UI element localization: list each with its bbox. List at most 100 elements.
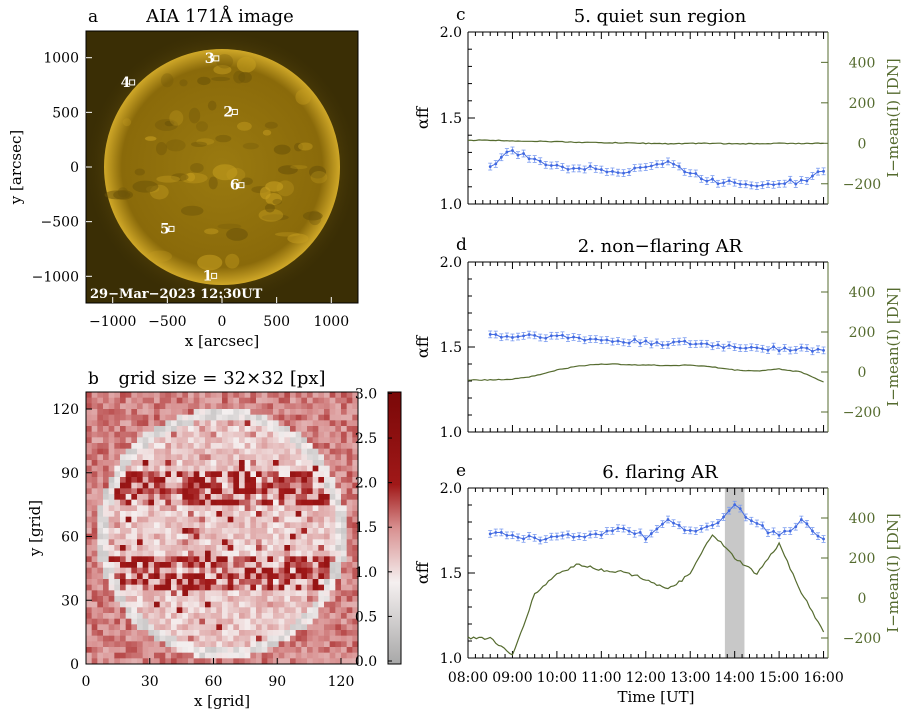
grid-cell bbox=[307, 607, 313, 614]
grid-cell bbox=[273, 488, 279, 495]
grid-cell bbox=[290, 658, 296, 665]
grid-cell bbox=[312, 448, 319, 455]
grid-cell bbox=[341, 556, 347, 563]
grid-cell bbox=[244, 624, 251, 631]
grid-cell bbox=[312, 403, 319, 410]
grid-cell bbox=[318, 596, 325, 602]
grid-cell bbox=[278, 641, 285, 648]
line-charts: c 5. quiet sun region2.01.51.0αff4002000−… bbox=[413, 5, 902, 706]
y-right-tick-label: −200 bbox=[843, 405, 881, 421]
grid-cell bbox=[188, 414, 194, 421]
grid-cell bbox=[307, 505, 313, 512]
grid-cell bbox=[154, 641, 160, 648]
grid-cell bbox=[120, 579, 126, 585]
grid-cell bbox=[159, 641, 166, 648]
grid-cell bbox=[290, 613, 296, 619]
grid-cell bbox=[154, 539, 160, 546]
alpha-point bbox=[488, 165, 492, 168]
grid-cell bbox=[318, 392, 325, 398]
grid-cell bbox=[131, 511, 138, 517]
grid-cell bbox=[171, 613, 177, 619]
grid-cell bbox=[199, 539, 206, 546]
grid-cell bbox=[188, 420, 194, 427]
grid-cell bbox=[171, 482, 177, 489]
alpha-point bbox=[599, 533, 603, 537]
grid-cell bbox=[165, 630, 172, 636]
grid-cell bbox=[205, 465, 211, 472]
alpha-point bbox=[644, 165, 648, 169]
grid-cell bbox=[182, 420, 189, 427]
grid-cell bbox=[137, 624, 143, 631]
grid-cell bbox=[284, 414, 291, 421]
grid-cell bbox=[86, 465, 92, 472]
grid-cell bbox=[210, 414, 217, 421]
grid-cell bbox=[239, 590, 245, 597]
grid-cell bbox=[205, 533, 211, 540]
grid-cell bbox=[142, 460, 149, 466]
grid-cell bbox=[114, 567, 121, 574]
grid-cell bbox=[137, 550, 143, 557]
grid-cell bbox=[335, 579, 342, 585]
grid-cell bbox=[227, 397, 234, 404]
grid-cell bbox=[352, 607, 359, 614]
grid-cell bbox=[290, 647, 296, 653]
grid-cell bbox=[278, 420, 285, 427]
grid-cell bbox=[137, 545, 143, 551]
grid-cell bbox=[256, 618, 262, 625]
grid-cell bbox=[290, 539, 296, 546]
grid-cell bbox=[307, 465, 313, 472]
grid-cell bbox=[335, 448, 342, 455]
disk-feature bbox=[302, 211, 323, 221]
grid-cell bbox=[199, 635, 206, 642]
grid-cell bbox=[318, 533, 325, 540]
grid-cell bbox=[148, 420, 155, 427]
grid-cell bbox=[290, 494, 296, 500]
grid-cell bbox=[278, 477, 285, 483]
grid-cell bbox=[182, 505, 189, 512]
grid-cell bbox=[86, 494, 92, 500]
grid-cell bbox=[324, 613, 330, 619]
grid-cell bbox=[273, 465, 279, 472]
grid-cell bbox=[295, 556, 302, 563]
grid-cell bbox=[312, 505, 319, 512]
grid-cell bbox=[318, 516, 325, 523]
alpha-point bbox=[661, 162, 664, 166]
grid-cell bbox=[182, 533, 189, 540]
grid-cell bbox=[182, 471, 189, 478]
grid-cell bbox=[324, 641, 330, 648]
grid-cell bbox=[103, 579, 109, 585]
alpha-point bbox=[672, 162, 675, 166]
grid-cell bbox=[341, 488, 347, 495]
grid-cell bbox=[205, 522, 211, 529]
grid-cell bbox=[284, 488, 291, 495]
disk-feature bbox=[213, 65, 232, 75]
grid-cell bbox=[86, 409, 92, 415]
grid-cell bbox=[142, 630, 149, 636]
grid-cell bbox=[352, 505, 359, 512]
grid-cell bbox=[120, 550, 126, 557]
grid-cell bbox=[318, 409, 325, 415]
grid-cell bbox=[329, 607, 336, 614]
grid-cell bbox=[341, 448, 347, 455]
grid-cell bbox=[188, 630, 194, 636]
grid-cell bbox=[267, 635, 274, 642]
grid-cell bbox=[159, 460, 166, 466]
grid-cell bbox=[199, 562, 206, 568]
grid-cell bbox=[324, 579, 330, 585]
grid-cell bbox=[114, 392, 121, 398]
grid-cell bbox=[222, 596, 228, 602]
grid-cell bbox=[341, 562, 347, 568]
grid-cell bbox=[227, 601, 234, 608]
grid-cell bbox=[210, 590, 217, 597]
grid-cell bbox=[312, 465, 319, 472]
grid-cell bbox=[341, 443, 347, 449]
grid-cell bbox=[171, 584, 177, 591]
solar-disk-texture bbox=[104, 54, 328, 271]
grid-cell bbox=[125, 431, 132, 438]
y-right-tick-label: 0 bbox=[858, 365, 867, 381]
grid-cell bbox=[222, 567, 228, 574]
grid-cell bbox=[91, 528, 98, 534]
grid-cell bbox=[199, 652, 206, 659]
grid-cell bbox=[318, 471, 325, 478]
